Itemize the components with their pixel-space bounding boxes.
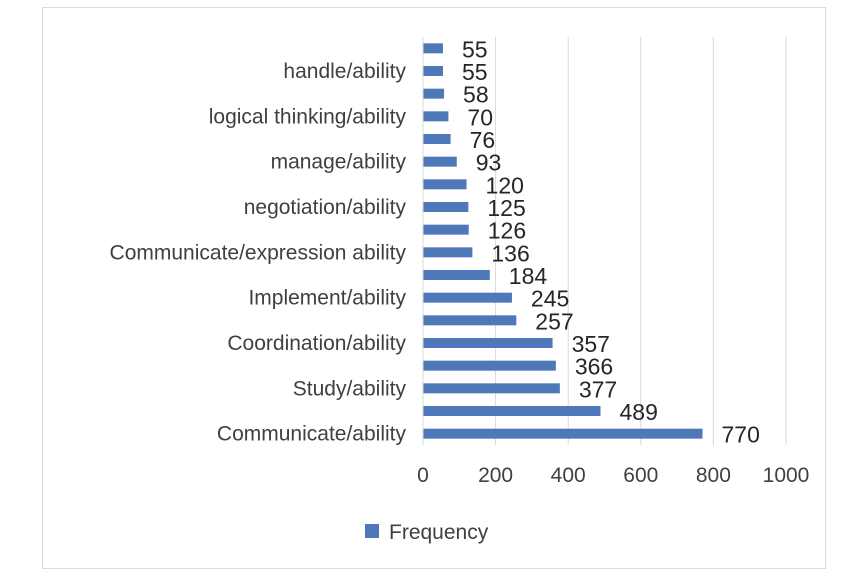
x-tick-label: 800 (696, 464, 731, 487)
x-tick-label: 400 (551, 464, 586, 487)
category-label: Coordination/ability (227, 332, 406, 355)
data-label: 58 (463, 82, 489, 108)
bar (423, 270, 490, 280)
bar (423, 315, 517, 326)
data-label: 93 (476, 150, 502, 176)
category-label: negotiation/ability (244, 196, 407, 219)
bar (423, 224, 469, 235)
bar (423, 360, 556, 371)
data-label: 70 (467, 104, 493, 130)
data-label: 55 (462, 59, 488, 85)
data-label: 245 (531, 286, 569, 312)
bar (423, 247, 473, 258)
chart-frame (42, 7, 826, 569)
bar (423, 202, 469, 212)
bar (423, 406, 601, 416)
category-label: logical thinking/ability (209, 105, 407, 128)
category-label: Communicate/expression ability (110, 241, 407, 264)
data-label: 377 (579, 376, 617, 402)
x-tick-label: 600 (623, 464, 658, 487)
bar (423, 134, 451, 144)
data-label: 257 (535, 308, 573, 334)
bar (423, 156, 457, 167)
bar (423, 428, 703, 439)
bar (423, 338, 553, 348)
bar (423, 88, 445, 99)
data-label: 770 (722, 422, 760, 448)
category-label: manage/ability (271, 151, 407, 174)
data-label: 125 (487, 195, 525, 221)
data-label: 366 (575, 354, 613, 380)
legend-swatch (365, 524, 379, 538)
category-label: Study/ability (293, 377, 407, 400)
x-tick-label: 0 (417, 464, 429, 487)
data-label: 126 (488, 218, 526, 244)
legend-label: Frequency (389, 521, 489, 544)
x-tick-label: 1000 (763, 464, 810, 487)
bar (423, 292, 512, 303)
bar (423, 43, 443, 54)
data-label: 184 (509, 263, 548, 289)
bar (423, 179, 467, 190)
x-tick-label: 200 (478, 464, 513, 487)
bar (423, 383, 560, 394)
bar (423, 66, 443, 76)
data-label: 55 (462, 36, 488, 62)
data-label: 76 (470, 127, 496, 153)
category-label: handle/ability (283, 60, 406, 83)
data-label: 136 (491, 240, 529, 266)
bar (423, 111, 449, 122)
data-label: 120 (486, 172, 524, 198)
data-label: 357 (572, 331, 610, 357)
data-label: 489 (620, 399, 658, 425)
category-label: Communicate/ability (217, 423, 407, 446)
category-label: Implement/ability (248, 287, 406, 310)
